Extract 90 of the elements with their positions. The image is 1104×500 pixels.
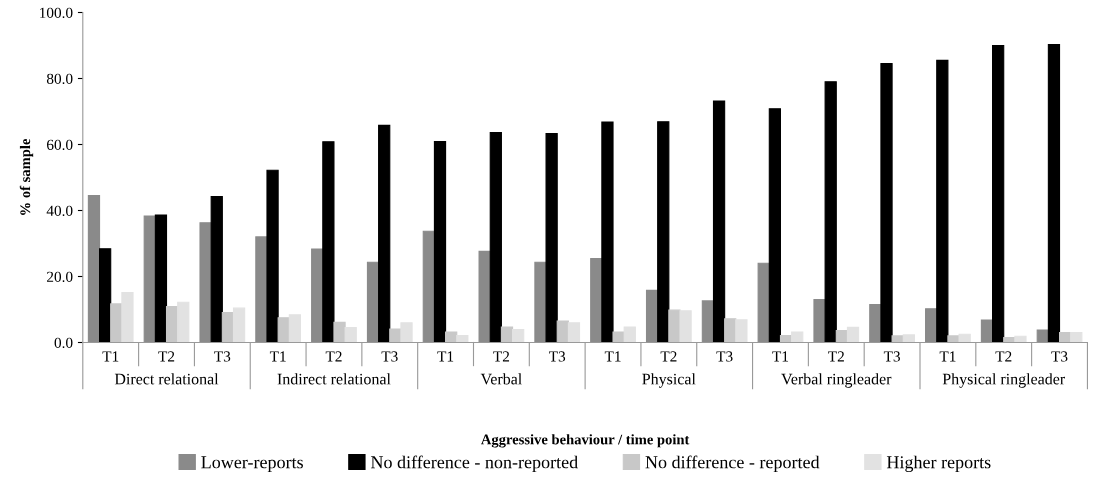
x-tick-label: T1: [604, 351, 621, 362]
x-tick-label: T3: [1051, 351, 1068, 362]
bar: [210, 196, 223, 343]
bar: [679, 310, 692, 343]
text: Physical: [642, 373, 696, 388]
y-tick-label: 100.0: [40, 7, 73, 19]
bar: [891, 335, 904, 343]
bar: [121, 292, 134, 343]
bar: [311, 248, 324, 343]
bar: [456, 335, 469, 343]
text: Direct relational: [114, 373, 219, 385]
bar: [378, 124, 391, 343]
bar: [277, 317, 290, 343]
y-tick-label: 40.0: [46, 205, 73, 217]
bar: [154, 214, 168, 343]
bar: [601, 121, 614, 343]
legend-label: Lower-reports: [201, 456, 303, 473]
x-tick-label: T1: [772, 351, 789, 362]
bar: [735, 319, 748, 343]
bar: [500, 326, 514, 343]
x-tick-label: T3: [381, 351, 398, 362]
bar: [902, 334, 915, 343]
bar: [199, 222, 212, 343]
x-tick-label: T1: [939, 351, 956, 362]
x-tick-label: T2: [828, 351, 844, 362]
bar: [177, 301, 190, 343]
x-tick-label: T3: [716, 351, 733, 362]
legend-label: No difference - non-reported: [370, 455, 578, 473]
bar: [880, 63, 893, 343]
x-axis-title: Aggressive behaviour / time point: [481, 434, 690, 448]
y-tick-label: 80.0: [46, 73, 73, 85]
bar: [255, 236, 268, 343]
x-tick-label: T2: [493, 351, 510, 362]
bar: [288, 314, 302, 343]
bar: [545, 133, 558, 343]
y-axis-title: % of sample: [19, 138, 34, 215]
bar: [400, 322, 413, 343]
bar: [110, 303, 123, 343]
bar: [846, 326, 860, 343]
text: Physical ringleader: [942, 373, 1066, 388]
x-tick-label: T1: [269, 351, 286, 362]
bar: [623, 326, 636, 343]
bar: [980, 319, 994, 343]
text: Verbal ringleader: [781, 373, 892, 388]
bar: [1014, 335, 1027, 343]
bar: [992, 44, 1005, 343]
x-tick-label: T1: [102, 351, 119, 362]
x-tick-label: T3: [214, 351, 231, 362]
y-tick-label: 20.0: [47, 271, 73, 283]
bar: [712, 100, 726, 343]
legend-label: No difference - reported: [645, 455, 820, 473]
bar: [232, 307, 246, 343]
bar: [1070, 332, 1083, 343]
x-tick-label: T2: [995, 351, 1012, 362]
bar: [512, 329, 525, 343]
bar: [87, 195, 101, 343]
bar: [958, 333, 971, 343]
bar: [556, 320, 569, 343]
bar: [333, 321, 346, 343]
bar: [344, 327, 357, 343]
x-tick-label: T1: [437, 351, 454, 362]
bar: [478, 250, 491, 343]
bar: [791, 331, 804, 343]
bar: [143, 215, 156, 343]
bar: [567, 322, 581, 343]
bar: [1047, 43, 1061, 343]
legend-label: Higher reports: [886, 455, 991, 473]
bar: [445, 331, 458, 343]
bar: [657, 121, 670, 343]
x-tick-label: T2: [660, 351, 677, 362]
y-tick-label: 0.0: [54, 337, 73, 349]
text: Verbal: [480, 373, 522, 385]
x-tick-label: T2: [158, 351, 175, 362]
bar: [936, 59, 949, 343]
y-tick-label: 60.0: [47, 139, 73, 151]
bar: [612, 331, 625, 343]
bar: [489, 132, 502, 343]
bar: [322, 141, 335, 343]
x-tick-label: T2: [325, 351, 342, 362]
bar: [389, 328, 402, 343]
bar: [824, 81, 837, 343]
bar: [701, 300, 715, 343]
bar: [757, 262, 770, 343]
x-tick-label: T3: [883, 351, 900, 362]
bar: [266, 169, 279, 343]
bar: [98, 248, 112, 343]
bar: [433, 140, 447, 343]
text: Indirect relational: [277, 373, 391, 385]
bar: [768, 108, 782, 343]
x-tick-label: T3: [549, 351, 566, 362]
